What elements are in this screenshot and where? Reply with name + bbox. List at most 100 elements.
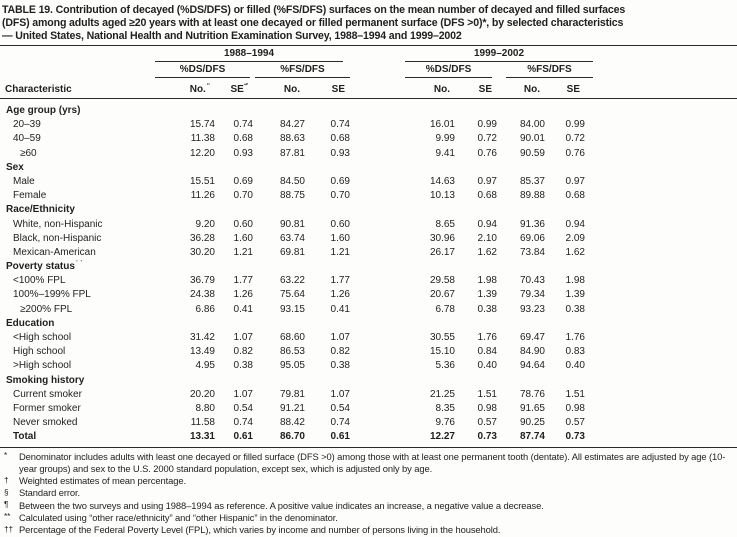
- cell-value: 1.77: [233, 275, 253, 287]
- footnote-marker: ¶: [4, 499, 9, 510]
- table-title-line-2: (DFS) among adults aged ≥20 years with a…: [2, 17, 624, 29]
- table-row: Black, non-Hispanic 36.28 1.60 63.74 1.60 30.…: [0, 232, 737, 246]
- cell-value: 0.68: [233, 133, 253, 145]
- cell-value: 0.72: [477, 133, 497, 145]
- footnote: * Denominator includes adults with least …: [4, 450, 735, 476]
- cell-value: 0.38: [565, 303, 585, 315]
- cell-value: 0.76: [477, 147, 497, 159]
- cell-value: 84.90: [519, 346, 545, 358]
- row-label: High school: [13, 346, 66, 358]
- footnote-mark-section: §: [244, 83, 248, 86]
- cell-value: 1.39: [477, 289, 497, 301]
- cell-value: 9.99: [435, 133, 455, 145]
- cell-value: 5.36: [435, 360, 455, 372]
- cell-value: 0.60: [233, 218, 253, 230]
- footnote-text: Denominator includes adults with least o…: [19, 450, 726, 474]
- cell-value: 1.60: [233, 232, 253, 244]
- table-title: TABLE 19. Contribution of decayed (%DS/D…: [0, 0, 737, 43]
- cell-value: 0.38: [330, 360, 350, 372]
- cell-value: 36.28: [189, 232, 215, 244]
- cell-value: 90.81: [279, 218, 305, 230]
- cell-value: 90.01: [519, 133, 545, 145]
- footnote-marker: §: [4, 486, 9, 497]
- table-section-row: Poverty status††: [0, 260, 737, 274]
- cell-value: 30.55: [429, 332, 455, 343]
- row-label: Race/Ethnicity**: [0, 203, 155, 217]
- cell-value: 1.51: [565, 388, 585, 400]
- measure-header-ds-dfs-2: %DS/DFS: [405, 64, 492, 78]
- cell-value: 1.76: [565, 332, 585, 343]
- col-header-no-2: No.: [283, 83, 300, 95]
- table-title-line-1: TABLE 19. Contribution of decayed (%DS/D…: [2, 4, 626, 16]
- cell-value: 9.20: [195, 218, 215, 230]
- cell-value: 1.07: [233, 332, 253, 343]
- cell-value: 69.06: [519, 232, 545, 244]
- cell-value: 21.25: [429, 388, 455, 400]
- cell-value: 0.74: [330, 119, 350, 131]
- cell-value: 11.26: [190, 190, 215, 202]
- cell-value: 12.20: [189, 147, 215, 159]
- cell-value: 0.41: [330, 303, 350, 315]
- footnote: †† Percentage of the Federal Poverty Leve…: [4, 524, 735, 536]
- bottom-rule: [0, 446, 737, 448]
- table-section-row: Education: [0, 317, 737, 331]
- cell-value: 0.74: [233, 119, 253, 131]
- column-header-row: Characteristic No.¶ SE§ No. SE No. SE No…: [0, 83, 737, 97]
- cell-value: 88.63: [279, 133, 305, 145]
- table-row: <High school 31.42 1.07 68.60 1.07 30.55 1.76 6…: [0, 331, 737, 345]
- cell-value: 1.21: [330, 246, 350, 258]
- cell-value: 88.75: [279, 190, 305, 202]
- cell-value: 0.73: [477, 431, 497, 443]
- cell-value: 0.68: [330, 133, 350, 145]
- footnote-marker: **: [4, 511, 11, 522]
- cell-value: 0.73: [565, 431, 585, 443]
- table-body: Age group (yrs) 20–39 15.74 0.74 84.27 0.74 16…: [0, 99, 737, 445]
- cell-value: 94.64: [519, 360, 545, 372]
- table-row: <100% FPL 36.79 1.77 63.22 1.77 29.58 1.98 70.4…: [0, 274, 737, 288]
- cell-value: 93.15: [279, 303, 305, 315]
- cell-value: 1.98: [477, 275, 497, 287]
- cell-value: 0.40: [565, 360, 585, 372]
- footnote-marker: †: [4, 474, 9, 485]
- row-label: ≥60: [20, 147, 37, 159]
- cell-value: 14.63: [429, 175, 455, 187]
- col-header-se-2: SE: [331, 83, 345, 95]
- cell-value: 84.27: [279, 119, 305, 131]
- cell-value: 8.35: [435, 402, 455, 414]
- table-row: >High school 4.95 0.38 95.05 0.38 5.36 0.40 94.…: [0, 359, 737, 373]
- cell-value: 16.01: [429, 119, 455, 131]
- col-header-se-4: SE: [566, 83, 580, 95]
- col-header-no-1: No.¶: [155, 83, 215, 97]
- cell-value: 91.65: [519, 402, 545, 414]
- cell-value: 91.21: [279, 402, 305, 414]
- cell-value: 0.97: [477, 175, 497, 187]
- cell-value: 9.76: [435, 417, 455, 429]
- footnote-text: Standard error.: [19, 487, 81, 499]
- cell-value: 87.81: [279, 147, 305, 159]
- row-label: Black, non-Hispanic: [13, 232, 102, 244]
- cell-value: 0.93: [233, 147, 253, 159]
- measure-header-fs-dfs-1: %FS/DFS: [255, 64, 350, 78]
- row-label: Poverty status††: [0, 260, 155, 274]
- cell-value: 0.74: [330, 417, 350, 429]
- cell-value: 90.59: [519, 147, 545, 159]
- cell-value: 26.17: [429, 246, 455, 258]
- characteristic-header: Characteristic: [5, 83, 72, 95]
- table-row: 20–39 15.74 0.74 84.27 0.74 16.01 0.99 84.00 0.9…: [0, 118, 737, 132]
- cell-value: 0.70: [330, 190, 350, 202]
- cell-value: 15.51: [189, 175, 215, 187]
- footnote-text: Percentage of the Federal Poverty Level …: [19, 524, 501, 536]
- cell-value: 69.47: [519, 332, 545, 343]
- col-header-no-4: No.: [523, 83, 540, 95]
- cell-value: 31.42: [189, 332, 215, 343]
- footnote-text: Between the two surveys and using 1988–1…: [19, 499, 544, 511]
- cell-value: 93.23: [519, 303, 545, 315]
- cell-value: 84.00: [519, 119, 545, 131]
- cell-value: 1.62: [565, 246, 585, 258]
- cell-value: 1.51: [477, 388, 497, 400]
- row-label: 20–39: [13, 119, 41, 131]
- footnote: † Weighted estimates of mean percentage.: [4, 475, 735, 487]
- cell-value: 86.70: [279, 431, 305, 443]
- table-row: High school 13.49 0.82 86.53 0.82 15.10 0.84 84…: [0, 345, 737, 359]
- cell-value: 1.07: [330, 388, 350, 400]
